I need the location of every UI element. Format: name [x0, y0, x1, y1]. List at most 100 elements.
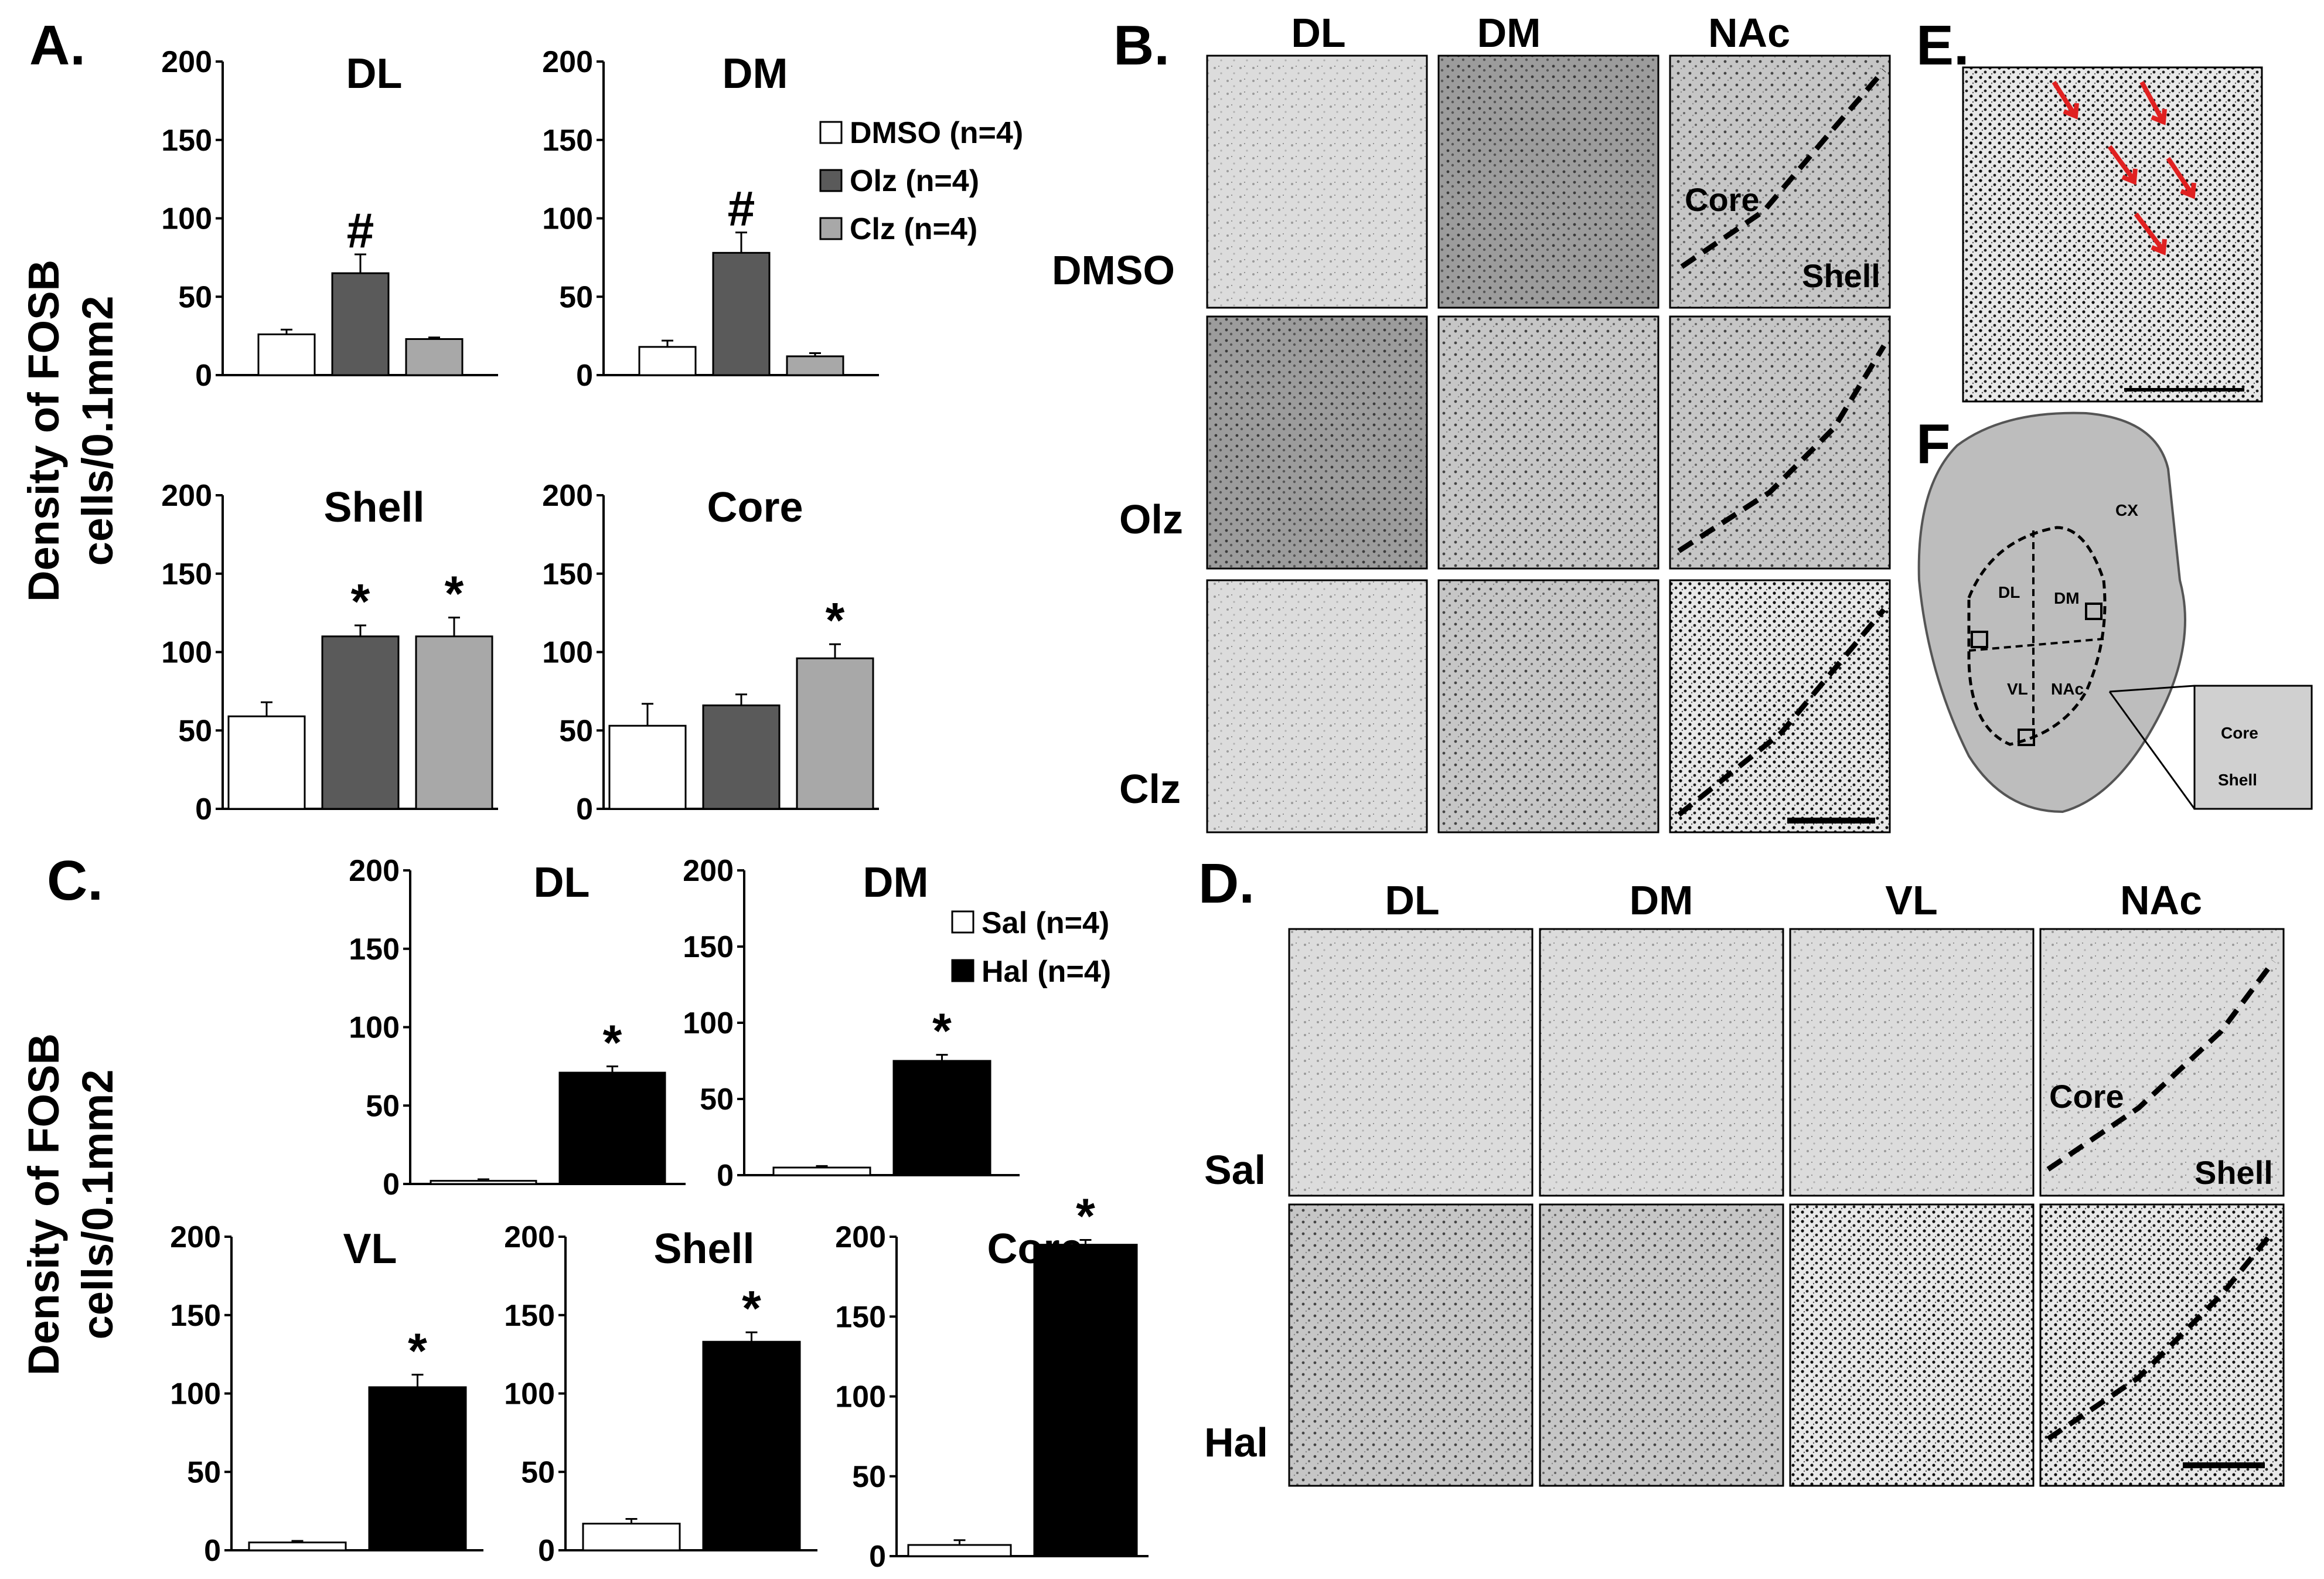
micrograph-d-hal-dm: [1539, 1203, 1784, 1487]
atlas-label-nac: NAc: [2051, 680, 2084, 698]
bar-c-core-1: [1033, 1244, 1138, 1557]
y-tick-label: 150: [683, 930, 734, 964]
y-tick-label: 200: [683, 854, 734, 888]
nac-boundary-line: [1680, 69, 1886, 269]
panel-letter-e: E.: [1916, 14, 1969, 77]
y-tick-label: 200: [170, 1220, 221, 1254]
panel-d-shell-label: Shell: [2194, 1154, 2273, 1191]
micrograph-d-hal-vl: [1789, 1203, 2035, 1487]
y-axis-label-c: Density of FOSB cells/0.1mm2: [19, 1033, 122, 1376]
y-tick-label: 50: [559, 280, 593, 314]
nac-boundary-line: [2046, 959, 2276, 1172]
y-tick-label: 0: [538, 1534, 555, 1568]
panel-letter-c: C.: [47, 849, 103, 912]
bar-a-shell-0: [227, 715, 306, 810]
y-tick-label: 200: [504, 1220, 555, 1254]
panel-letter-a: A.: [29, 14, 86, 77]
bar-a-core-2: [796, 657, 874, 810]
legend-a-swatch-olz: [819, 169, 843, 192]
y-tick-label: 150: [542, 557, 593, 591]
inset-pointer: [2109, 685, 2195, 693]
micrograph-b-dmso-dm: [1437, 55, 1659, 309]
y-tick-label: 100: [683, 1006, 734, 1040]
y-tick-label: 200: [161, 479, 212, 513]
y-tick-label: 0: [576, 792, 593, 826]
y-tick-label: 50: [700, 1083, 734, 1117]
chart-title-c-shell: Shell: [653, 1226, 754, 1272]
legend-a-swatch-dmso: [819, 121, 843, 144]
panel-e-micrograph: [1962, 66, 2263, 403]
panel-b-row-clz: Clz: [1119, 766, 1181, 812]
micrograph-b-clz-dl: [1206, 579, 1428, 833]
panel-b-shell-label: Shell: [1802, 257, 1880, 294]
bar-c-dm-0: [772, 1166, 871, 1176]
y-tick-label: 100: [349, 1011, 400, 1045]
bar-c-core-0: [907, 1544, 1012, 1557]
y-tick-label: 0: [195, 792, 212, 826]
panel-d-col-vl: VL: [1885, 877, 1937, 923]
y-axis-label-c-line1: Density of FOSB: [19, 1033, 68, 1376]
panel-d-core-label: Core: [2049, 1078, 2124, 1115]
chart-title-a-dl: DL: [346, 50, 403, 97]
chart-title-a-shell: Shell: [323, 484, 424, 531]
micrograph-d-sal-nac: [2039, 928, 2285, 1197]
y-tick-label: 100: [161, 202, 212, 236]
atlas-sample-box: [1971, 631, 1988, 648]
y-tick-label: 150: [504, 1299, 555, 1333]
y-tick-label: 50: [178, 280, 212, 314]
micrograph-d-sal-dm: [1539, 928, 1784, 1197]
legend-a: DMSO (n=4) Olz (n=4) Clz (n=4): [819, 116, 1023, 246]
panel-f-atlas: CX DL DM VL NAc Core Shell: [1917, 411, 2313, 814]
significance-marker: #: [347, 203, 374, 258]
y-tick-label: 100: [170, 1377, 221, 1411]
chart-title-c-vl: VL: [343, 1226, 397, 1272]
y-tick-label: 50: [521, 1455, 555, 1489]
y-tick-label: 0: [383, 1168, 400, 1202]
micrograph-e: [1962, 66, 2263, 403]
significance-marker: *: [932, 1003, 952, 1059]
legend-c-label-sal: Sal (n=4): [982, 906, 1109, 940]
panel-b-core-label: Core: [1685, 181, 1760, 218]
y-tick-label: 100: [504, 1377, 555, 1411]
panel-d-row-sal: Sal: [1204, 1147, 1266, 1193]
bar-a-dm-1: [712, 251, 771, 376]
bar-charts: 0 50 100 150 200 DL #0 50 100 150 200 DM #0 50 100 150 2…: [161, 45, 1149, 1574]
y-tick-label: 200: [349, 854, 400, 888]
atlas-label-dl: DL: [1998, 583, 2020, 601]
bar-c-dl-1: [558, 1071, 666, 1185]
legend-c-swatch-sal: [951, 910, 974, 934]
micrograph-d-sal-vl: [1789, 928, 2035, 1197]
bar-a-dl-0: [257, 333, 316, 376]
atlas-sample-box: [2085, 603, 2102, 620]
legend-a-label-clz: Clz (n=4): [850, 212, 977, 246]
y-tick-label: 50: [178, 714, 212, 748]
significance-marker: *: [445, 566, 464, 621]
y-tick-label: 100: [542, 202, 593, 236]
legend-c-swatch-hal: [951, 959, 974, 982]
nac-boundary-line: [1677, 344, 1886, 553]
micrograph-d-hal-nac: [2039, 1203, 2285, 1487]
y-tick-label: 150: [170, 1299, 221, 1333]
bar-a-dl-1: [331, 272, 390, 376]
atlas-label-vl: VL: [2007, 680, 2028, 698]
micrograph-b-dmso-nac: [1669, 55, 1891, 309]
brain-section: [1917, 411, 2186, 814]
significance-marker: *: [408, 1323, 427, 1378]
bar-a-dm-2: [786, 355, 844, 376]
chart-title-a-core: Core: [707, 484, 803, 531]
panel-b-micrographs: DL DM NAc DMSO Olz Clz Core Shell: [1052, 10, 1891, 833]
legend-c: Sal (n=4) Hal (n=4): [951, 906, 1111, 989]
micrograph-b-dmso-dl: [1206, 55, 1428, 309]
panel-d-micrographs: DL DM VL NAc Sal Hal Core Shell: [1204, 877, 2285, 1487]
micrograph-b-olz-dl: [1206, 315, 1428, 570]
atlas-sample-box: [2018, 729, 2035, 746]
chart-title-a-dm: DM: [723, 50, 788, 97]
legend-a-label-dmso: DMSO (n=4): [850, 116, 1023, 150]
nac-boundary-line: [1677, 608, 1886, 817]
y-tick-label: 150: [161, 124, 212, 158]
inset-pointer: [2108, 691, 2196, 809]
atlas-inset: [2193, 685, 2313, 810]
bar-c-dm-1: [892, 1060, 991, 1176]
legend-a-label-olz: Olz (n=4): [850, 164, 979, 198]
y-tick-label: 200: [835, 1220, 886, 1254]
